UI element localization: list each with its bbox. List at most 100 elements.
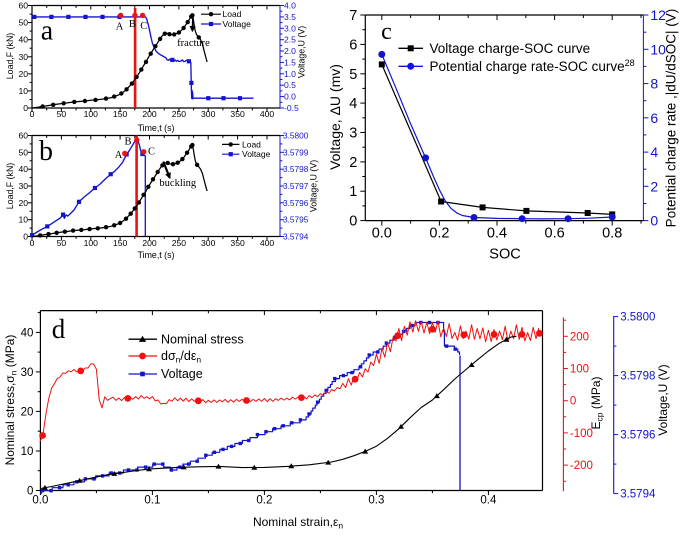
svg-text:250: 250 [172,238,187,248]
svg-text:0.0: 0.0 [32,495,48,507]
svg-text:3.5796: 3.5796 [283,198,309,208]
svg-text:-0.5: -0.5 [284,103,299,113]
svg-text:10: 10 [18,86,28,96]
svg-text:Voltage, ΔU (mv): Voltage, ΔU (mv) [327,64,343,170]
svg-text:B: B [129,19,136,30]
svg-text:Voltage: Voltage [223,19,252,29]
svg-text:50: 50 [18,18,28,28]
svg-text:3: 3 [349,126,357,142]
svg-text:a: a [41,16,54,47]
svg-text:4.0: 4.0 [284,1,296,11]
svg-text:0: 0 [23,103,28,113]
svg-text:0: 0 [30,109,35,119]
svg-text:4: 4 [650,144,658,160]
svg-text:0.0: 0.0 [372,226,392,242]
svg-text:3.5794: 3.5794 [620,489,656,501]
svg-text:7: 7 [349,8,357,24]
svg-text:0.1: 0.1 [144,495,160,507]
svg-text:150: 150 [113,238,128,248]
svg-text:1.0: 1.0 [284,69,296,79]
svg-text:200: 200 [570,331,589,343]
svg-text:Time,t (s): Time,t (s) [138,250,175,260]
svg-text:4: 4 [349,96,357,112]
svg-text:40: 40 [18,164,28,174]
svg-text:0.0: 0.0 [284,92,296,102]
svg-text:150: 150 [113,109,128,119]
svg-text:0.2: 0.2 [429,226,449,242]
svg-text:40: 40 [18,35,28,45]
svg-text:2.5: 2.5 [284,35,296,45]
svg-text:C: C [140,21,147,32]
svg-text:30: 30 [18,52,28,62]
svg-text:10: 10 [21,446,34,458]
svg-text:3.5798: 3.5798 [283,164,309,174]
svg-text:0.8: 0.8 [602,226,622,242]
svg-text:Voltage,U (V): Voltage,U (V) [309,160,319,212]
svg-text:0.6: 0.6 [545,226,565,242]
svg-text:350: 350 [230,238,245,248]
svg-text:6: 6 [650,110,658,126]
svg-text:3.5: 3.5 [284,12,296,22]
svg-text:0.3: 0.3 [368,495,384,507]
svg-text:8: 8 [650,76,658,92]
svg-text:-100: -100 [570,428,593,440]
svg-text:Potential charge rate-SOC curv: Potential charge rate-SOC curve28 [430,58,635,74]
svg-text:0: 0 [30,238,35,248]
svg-text:350: 350 [230,109,245,119]
svg-text:0.5: 0.5 [284,80,296,90]
svg-text:0: 0 [23,232,28,242]
svg-text:3.5800: 3.5800 [620,312,655,324]
svg-text:50: 50 [57,238,67,248]
svg-text:10: 10 [18,215,28,225]
svg-text:3.5794: 3.5794 [283,232,309,242]
svg-text:0: 0 [27,486,33,498]
svg-text:Time,t (s): Time,t (s) [138,123,175,133]
svg-text:200: 200 [142,238,157,248]
svg-text:100: 100 [84,109,99,119]
svg-text:400: 400 [260,238,275,248]
svg-text:buckling: buckling [159,178,196,189]
svg-text:50: 50 [18,147,28,157]
svg-text:3.5797: 3.5797 [283,181,309,191]
svg-text:fracture: fracture [177,38,210,49]
svg-text:20: 20 [18,69,28,79]
svg-text:250: 250 [172,109,187,119]
svg-text:b: b [39,136,53,167]
svg-text:200: 200 [142,109,157,119]
svg-text:3.5800: 3.5800 [283,131,309,141]
svg-text:Load,F (kN): Load,F (kN) [5,163,15,210]
svg-text:Load: Load [223,9,242,19]
svg-text:30: 30 [18,181,28,191]
svg-text:0.4: 0.4 [480,495,497,507]
svg-text:6: 6 [349,37,357,53]
svg-text:Load: Load [242,139,261,149]
svg-text:40: 40 [21,327,34,339]
svg-text:12: 12 [650,7,666,23]
svg-text:60: 60 [18,131,28,141]
svg-text:20: 20 [18,198,28,208]
svg-text:10: 10 [650,41,666,57]
svg-text:-200: -200 [570,460,593,472]
svg-text:5: 5 [349,67,357,83]
svg-text:60: 60 [18,1,28,11]
svg-text:0: 0 [650,213,658,229]
svg-text:1: 1 [349,184,357,200]
svg-text:Voltage charge-SOC curve: Voltage charge-SOC curve [430,41,591,56]
svg-text:0: 0 [349,214,357,230]
svg-text:1.5: 1.5 [284,57,296,67]
svg-text:Voltage: Voltage [242,149,271,159]
svg-text:100: 100 [570,364,589,376]
svg-text:100: 100 [84,238,99,248]
svg-text:d: d [52,314,66,344]
svg-text:0.2: 0.2 [256,495,272,507]
svg-text:Voltage,U (V): Voltage,U (V) [297,26,307,78]
svg-text:Voltage,U (V): Voltage,U (V) [656,364,670,435]
svg-text:A: A [115,150,123,161]
svg-text:300: 300 [201,238,216,248]
svg-text:Ecp (MPa): Ecp (MPa) [589,376,605,429]
svg-text:A: A [116,21,124,32]
svg-text:B: B [124,137,131,148]
svg-text:0: 0 [570,396,576,408]
svg-text:c: c [381,19,392,45]
svg-text:3.5798: 3.5798 [620,371,655,383]
